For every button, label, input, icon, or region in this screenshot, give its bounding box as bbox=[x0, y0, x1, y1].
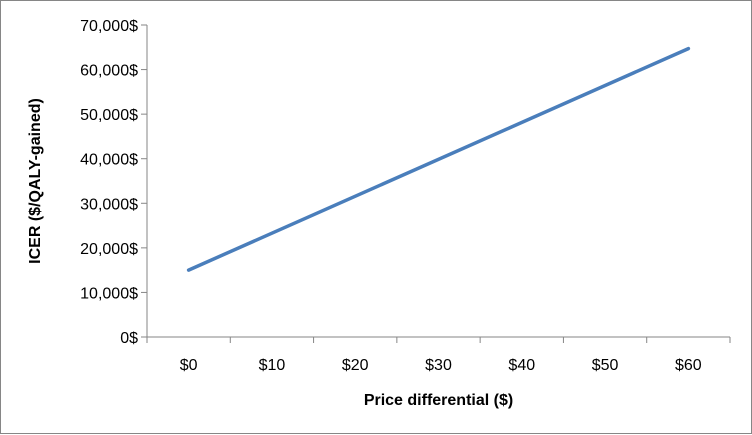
x-tick-label: $20 bbox=[342, 357, 369, 374]
x-tick-label: $0 bbox=[180, 357, 198, 374]
x-tick-label: $50 bbox=[592, 357, 619, 374]
axes bbox=[146, 25, 730, 338]
x-tick-label: $10 bbox=[259, 357, 286, 374]
y-axis-tick-labels: 0$ 10,000$ 20,000$ 30,000$ 40,000$ 50,000$ 60,… bbox=[80, 18, 147, 347]
y-tick-label: 40,000$ bbox=[80, 152, 138, 169]
x-tick-label: $40 bbox=[508, 357, 535, 374]
y-tick-label: 50,000$ bbox=[80, 107, 138, 124]
y-tick-label: 20,000$ bbox=[80, 241, 138, 258]
x-tick-label: $30 bbox=[425, 357, 452, 374]
x-axis-title: Price differential ($) bbox=[364, 392, 513, 409]
icer-series-line bbox=[186, 46, 691, 272]
y-tick-label: 10,000$ bbox=[80, 285, 138, 302]
y-axis-title: ICER ($/QALY-gained) bbox=[27, 98, 44, 264]
y-tick-label: 70,000$ bbox=[80, 18, 138, 35]
x-tick-label: $60 bbox=[675, 357, 702, 374]
x-axis-tick-labels: $0 $10 $20 $30 $40 $50 $60 bbox=[146, 337, 731, 374]
y-tick-label: 60,000$ bbox=[80, 63, 138, 80]
series-layer bbox=[186, 46, 691, 272]
y-tick-label: 30,000$ bbox=[80, 196, 138, 213]
y-tick-label: 0$ bbox=[120, 330, 138, 347]
